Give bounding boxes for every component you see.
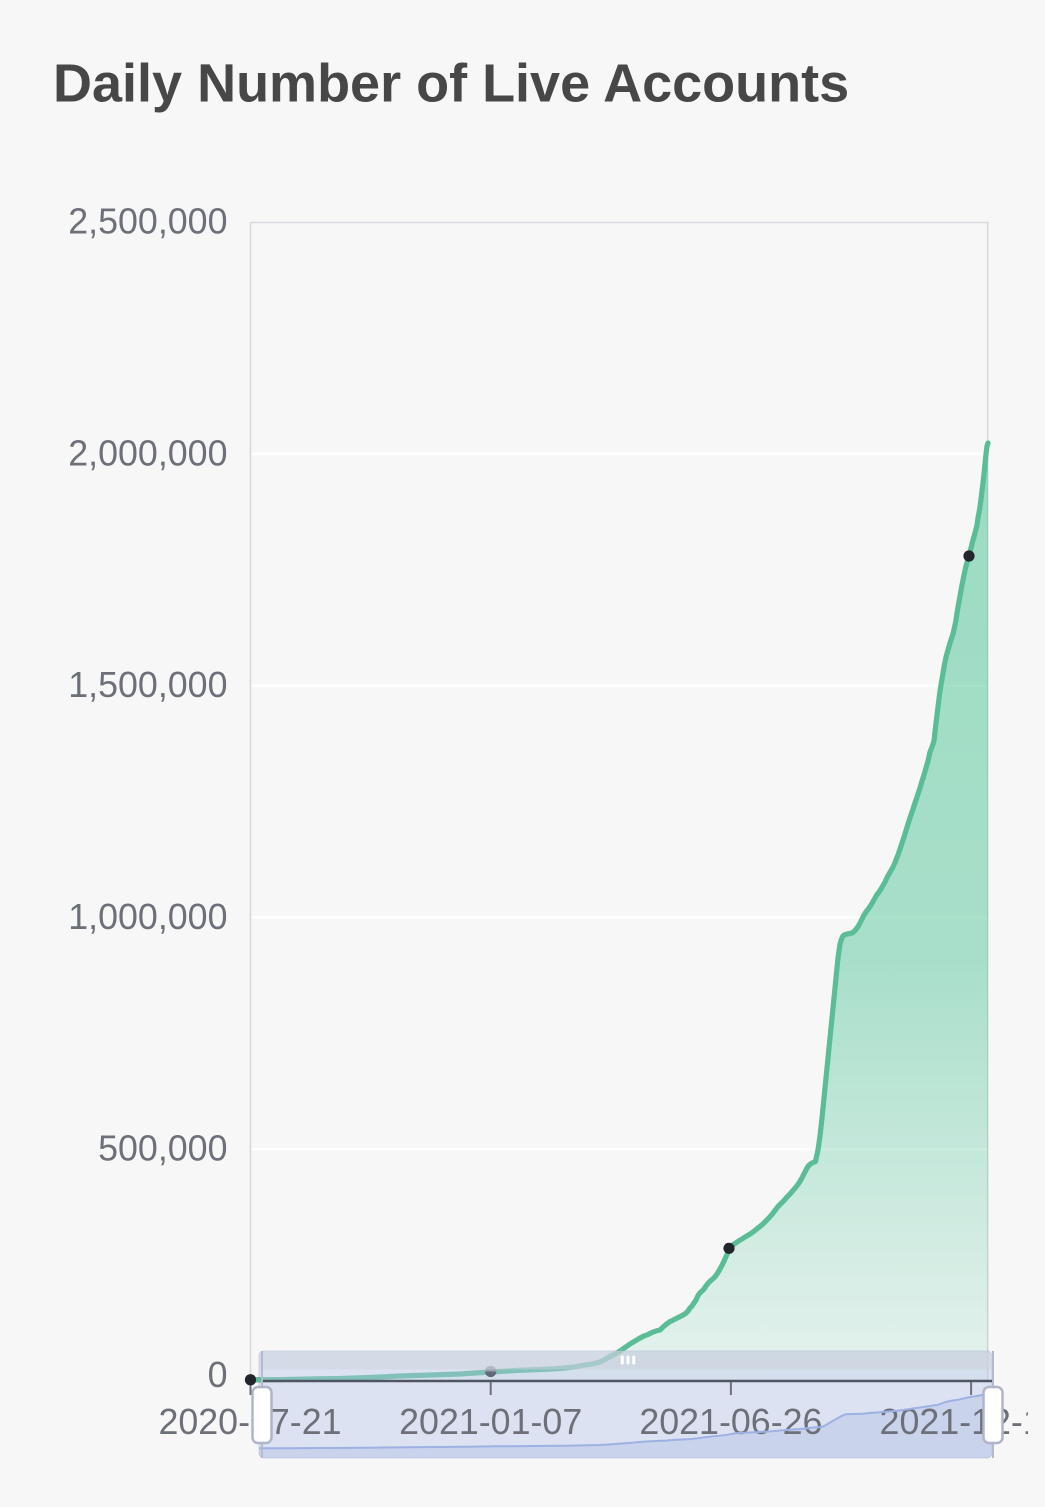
svg-text:2,000,000: 2,000,000 — [68, 433, 227, 473]
svg-text:0: 0 — [208, 1355, 228, 1395]
svg-text:2021-06-26: 2021-06-26 — [639, 1402, 822, 1442]
svg-text:1,000,000: 1,000,000 — [68, 897, 227, 937]
svg-text:2021-12-13: 2021-12-13 — [880, 1402, 1045, 1442]
svg-text:2,500,000: 2,500,000 — [68, 202, 227, 242]
svg-text:500,000: 500,000 — [98, 1129, 227, 1169]
svg-text:2021-01-07: 2021-01-07 — [399, 1402, 582, 1442]
svg-text:Daily Number of Live Accounts: Daily Number of Live Accounts — [53, 54, 849, 114]
svg-text:1,500,000: 1,500,000 — [68, 665, 227, 705]
svg-text:2020-07-21: 2020-07-21 — [158, 1402, 341, 1442]
